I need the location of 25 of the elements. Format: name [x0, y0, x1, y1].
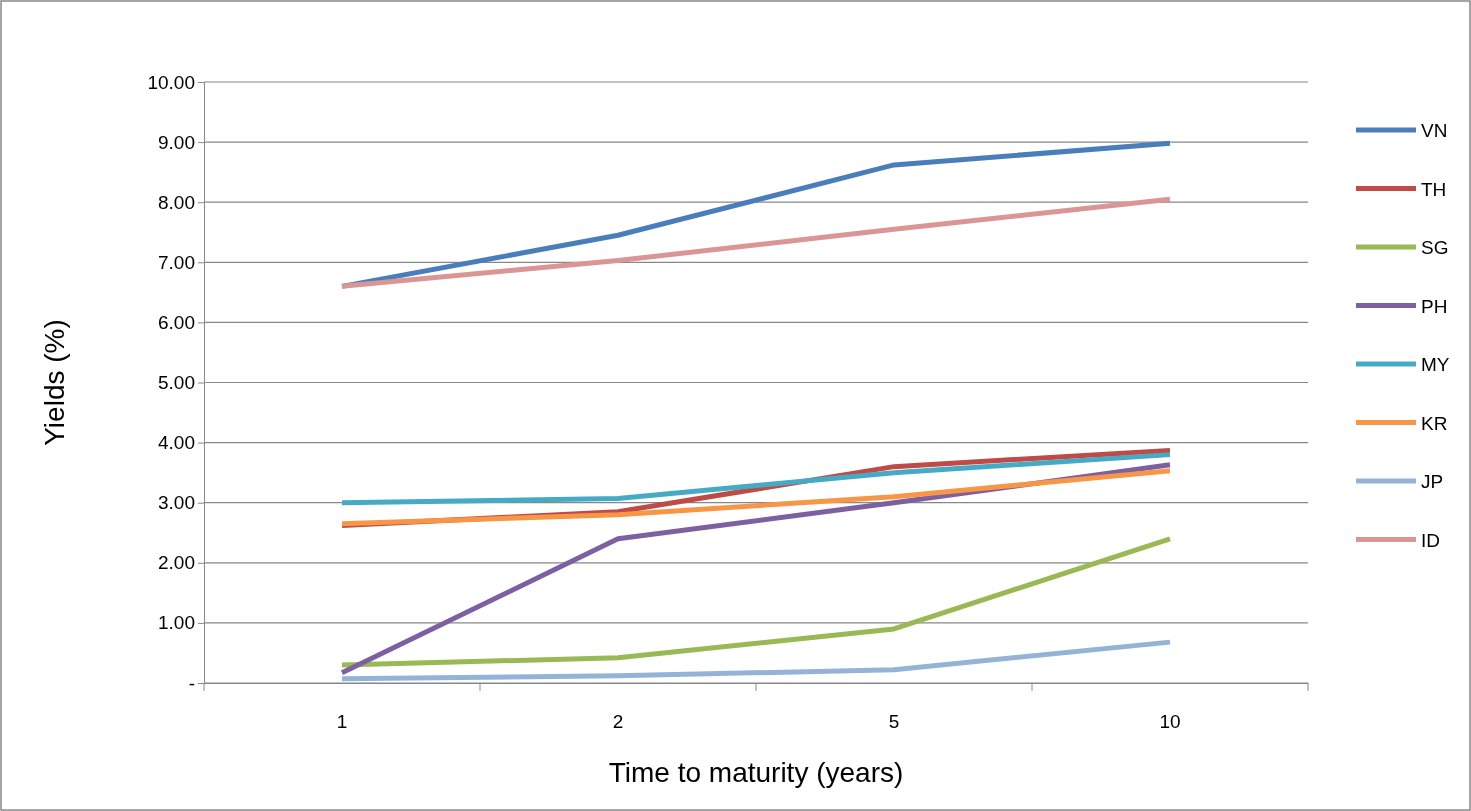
y-tick-label: 5.00 [158, 372, 195, 394]
y-tick-label: 7.00 [158, 251, 195, 273]
y-tick-label: 9.00 [158, 131, 195, 153]
x-tick-label: 2 [612, 711, 624, 733]
x-tick-label: 5 [888, 711, 900, 733]
y-axis-title: Yields (%) [39, 319, 70, 446]
y-tick-label: 2.00 [158, 552, 195, 574]
legend-label: PH [1421, 295, 1448, 317]
y-tick-label: - [188, 672, 195, 694]
x-axis-title: Time to maturity (years) [608, 757, 904, 788]
legend-label: JP [1421, 471, 1444, 492]
y-tick-label: 6.00 [158, 311, 195, 333]
legend-label: MY [1421, 354, 1450, 375]
y-tick-label: 1.00 [158, 612, 195, 634]
legend-label: SG [1421, 237, 1449, 258]
y-tick-label: 4.00 [158, 432, 195, 454]
y-tick-label: 3.00 [158, 492, 195, 514]
x-tick-label: 10 [1159, 711, 1181, 733]
legend-label: KR [1421, 412, 1448, 434]
legend-label: ID [1421, 529, 1440, 551]
y-tick-label: 8.00 [158, 191, 195, 213]
legend-label: TH [1421, 178, 1447, 200]
legend-label: VN [1421, 120, 1448, 141]
y-tick-label: 10.00 [147, 71, 195, 93]
x-tick-label: 1 [336, 711, 348, 733]
